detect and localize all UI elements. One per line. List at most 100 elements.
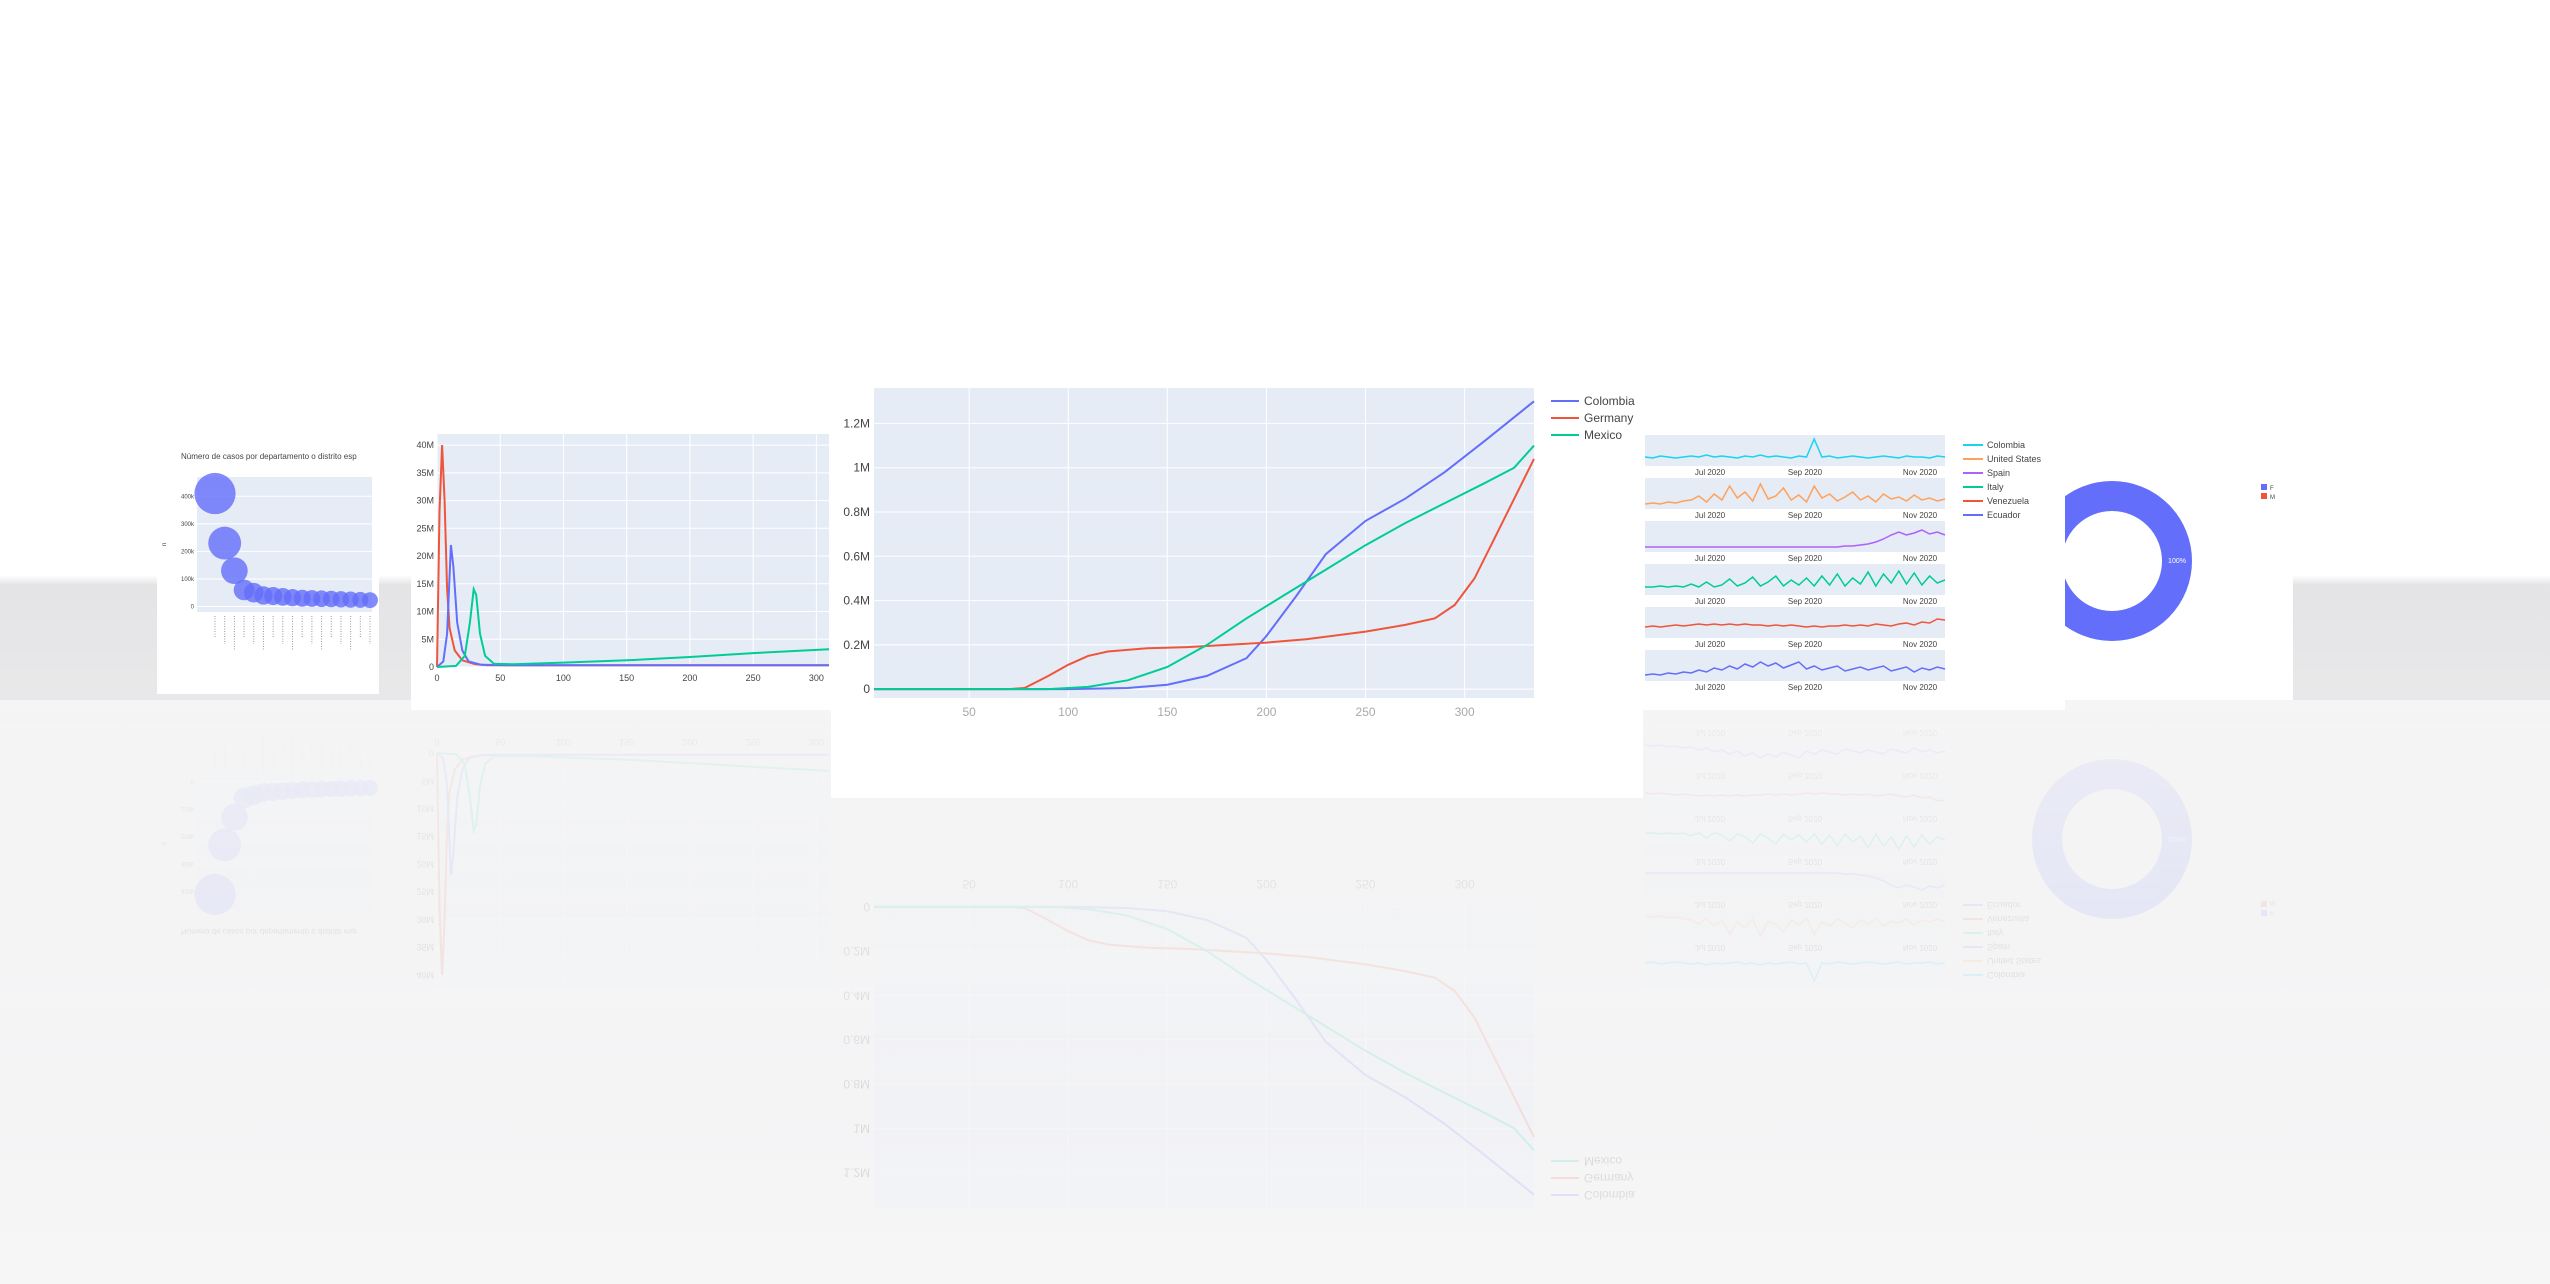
reflected-text: M [2270, 899, 2275, 905]
donut-slice-f [2032, 759, 2192, 919]
daily-series-line [1645, 569, 1946, 588]
bubble-point [264, 782, 283, 802]
bubble-chart-panel[interactable]: Número de casos por departamento o distr… [157, 432, 379, 694]
daily-subplot-area [1645, 782, 1945, 813]
reflected-text: Sep 2020 [1788, 728, 1823, 737]
daily-series-line [1645, 872, 1946, 891]
reflected-text: 200 [1256, 877, 1276, 891]
bubble-point [322, 780, 340, 798]
reflected-text: 0 [191, 778, 195, 784]
reflected-text: Jul 2020 [1695, 943, 1726, 952]
bubble-plot-area [197, 776, 372, 911]
bubble-point [352, 780, 369, 797]
bubble-point [342, 780, 359, 797]
epidemic-plot-area [437, 434, 829, 667]
reflected-text: 100 [1058, 877, 1078, 891]
daily-cases-panel[interactable]: Jul 2020 Sep 2020 Nov 2020 Colombia Jul 2020… [1643, 420, 2065, 710]
reflected-text: Jul 2020 [1695, 900, 1726, 909]
epidemic-series-line [436, 752, 830, 835]
cumulative-x-tick-label: 150 [1157, 705, 1177, 719]
daily-cases-small-multiples: Jul 2020 Sep 2020 Nov 2020 Colombia Jul 2020… [1644, 435, 2042, 692]
reflected-text: Nov 2020 [1903, 728, 1938, 737]
reflected-text: 10M [416, 803, 434, 813]
bubble-chart-title: Número de casos por departamento o distr… [181, 452, 357, 461]
daily-series-line [1644, 961, 1946, 983]
donut-chart-panel[interactable]: 100% F M [2065, 430, 2293, 700]
bubble-point [208, 828, 242, 862]
reflected-text: Jul 2020 [1695, 728, 1726, 737]
daily-x-tick-label: Nov 2020 [1903, 683, 1938, 692]
reflected-text: 0.8M [843, 1077, 870, 1091]
reflected-text: 250 [1356, 877, 1376, 891]
epidemic-x-tick-label: 250 [746, 673, 761, 683]
cumulative-series-line [874, 444, 1535, 691]
epidemic-y-tick-label: 5M [421, 634, 434, 644]
daily-x-tick-label: Jul 2020 [1695, 640, 1726, 649]
bubble-chart: Número de casos por departamento o distr… [162, 452, 378, 650]
epidemic-chart-panel[interactable]: 0 5M 10M 15M 20M 25M 30M 35M 40M 0 50 100 150 200 250 3… [411, 420, 831, 710]
bubble-point [362, 592, 378, 609]
cumulative-y-tick-label: 1M [853, 461, 870, 475]
reflected-text: 50 [495, 737, 505, 747]
daily-x-tick-label: Sep 2020 [1788, 640, 1823, 649]
daily-x-tick-label: Jul 2020 [1695, 468, 1726, 477]
reflected-panel: Número de casos por departamento o distr… [162, 738, 378, 936]
cumulative-series-line [874, 905, 1535, 1152]
reflected-panel: 100% FM [2032, 759, 2275, 919]
daily-subplot-area [1645, 739, 1945, 770]
bubble-point [254, 783, 273, 802]
bubble-point [208, 526, 242, 560]
bubble-point [332, 780, 350, 797]
cumulative-series-line [874, 905, 1535, 1196]
bubble-point [194, 873, 236, 916]
reflected-text: 400k [181, 888, 195, 894]
epidemic-series-line [436, 585, 830, 668]
daily-legend-label: Ecuador [1987, 510, 2021, 520]
bubble-y-tick-label: 400k [181, 494, 195, 500]
bubble-point [303, 781, 321, 798]
reflected-text: 1M [853, 1121, 870, 1135]
bubble-point [221, 557, 248, 585]
cumulative-x-tick-label: 50 [962, 705, 976, 719]
daily-series-line [1645, 529, 1946, 548]
reflected-panel: Jul 2020 Sep 2020 Nov 2020 Colombia Jul 2020… [1644, 728, 2042, 985]
reflected-text: Jul 2020 [1695, 771, 1726, 780]
reflected-text: 5M [421, 776, 434, 786]
epidemic-y-tick-label: 10M [416, 607, 434, 617]
cumulative-y-tick-label: 0.4M [843, 594, 870, 608]
epidemic-x-tick-label: 200 [682, 673, 697, 683]
reflected-text: Sep 2020 [1788, 943, 1823, 952]
bubble-point [313, 780, 330, 798]
reflected-text: Sep 2020 [1788, 814, 1823, 823]
donut-legend-swatch [2261, 901, 2267, 907]
cumulative-y-tick-label: 0.8M [843, 505, 870, 519]
daily-series-line [1644, 618, 1946, 628]
reflected-text: Italy [1987, 928, 2004, 938]
donut-slice-label: 100% [2168, 558, 2186, 565]
bubble-point [293, 781, 311, 799]
reflected-text: 0 [429, 748, 434, 758]
daily-legend-label: Spain [1987, 468, 2010, 478]
cumulative-chart-panel[interactable]: 0 0.2M 0.4M 0.6M 0.8M 1M 1.2M 50 100 150 200 250 300… [831, 380, 1643, 798]
donut-legend-label: M [2270, 495, 2275, 501]
reflected-text: 100 [556, 737, 571, 747]
donut-chart: 100% FM [2065, 481, 2275, 641]
reflected-text: 50 [962, 877, 976, 891]
donut-legend-swatch [2261, 484, 2267, 490]
epidemic-y-tick-label: 20M [416, 551, 434, 561]
daily-subplot-area [1645, 868, 1945, 899]
reflected-text: 300 [1455, 877, 1475, 891]
reflected-text: 150 [1157, 877, 1177, 891]
reflected-text: Sep 2020 [1788, 771, 1823, 780]
daily-series-line [1644, 744, 1946, 759]
donut-slice-f [2065, 481, 2192, 641]
reflected-text: Ecuador [1987, 900, 2021, 910]
reflected-text: Germany [1584, 1171, 1633, 1185]
reflected-text: 40M [416, 970, 434, 980]
cumulative-y-tick-label: 0 [863, 682, 870, 696]
bubble-y-tick-label: 0 [191, 604, 195, 610]
reflected-text: 15M [416, 831, 434, 841]
cumulative-legend-label: Germany [1584, 411, 1633, 425]
epidemic-plot-area [437, 753, 829, 986]
